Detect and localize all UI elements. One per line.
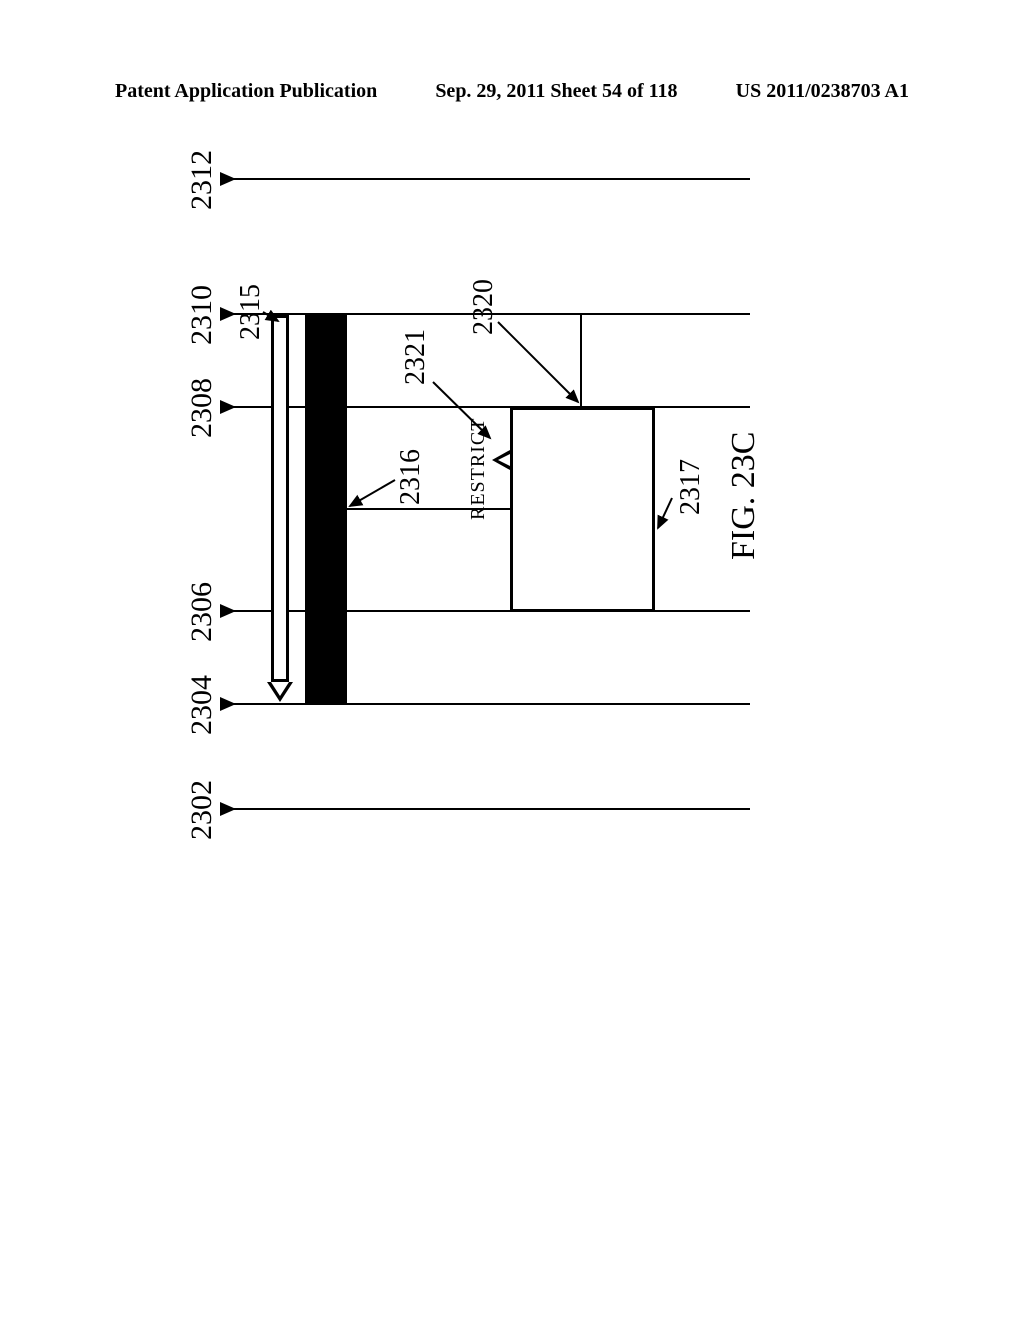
ref-2316: 2316: [395, 449, 427, 505]
ref-2317: 2317: [675, 459, 707, 515]
timeline-line: [220, 703, 750, 705]
line-2320: [580, 315, 582, 407]
arrow-shaft: [271, 315, 289, 682]
timeline-line: [220, 808, 750, 810]
timeline-line: [220, 610, 750, 612]
restrict-label: RESTRICT: [467, 418, 490, 520]
timeline-label-2308: 2308: [185, 378, 219, 438]
restrict-box: [510, 407, 655, 612]
timeline-label-2310: 2310: [185, 285, 219, 345]
timeline-label-2304: 2304: [185, 675, 219, 735]
triangle-up-inner-icon: [498, 454, 510, 466]
timeline-label-2302: 2302: [185, 780, 219, 840]
figure-label: FIG. 23C: [725, 432, 763, 560]
timeline-label-2312: 2312: [185, 150, 219, 210]
ref-arrows-svg: [130, 80, 770, 880]
diagram-rotated: 2302 2304 2306 2308 2310 2312: [130, 80, 770, 880]
timeline-label-2306: 2306: [185, 582, 219, 642]
ref-2315: 2315: [235, 284, 267, 340]
black-bar: [305, 315, 347, 705]
ref-2320: 2320: [468, 279, 500, 335]
diagram-container: 2302 2304 2306 2308 2310 2312: [130, 240, 770, 1040]
timeline-line: [220, 178, 750, 180]
ref-2321: 2321: [400, 329, 432, 385]
timeline-line: [220, 406, 750, 408]
arrow-left-inner-icon: [271, 682, 289, 696]
